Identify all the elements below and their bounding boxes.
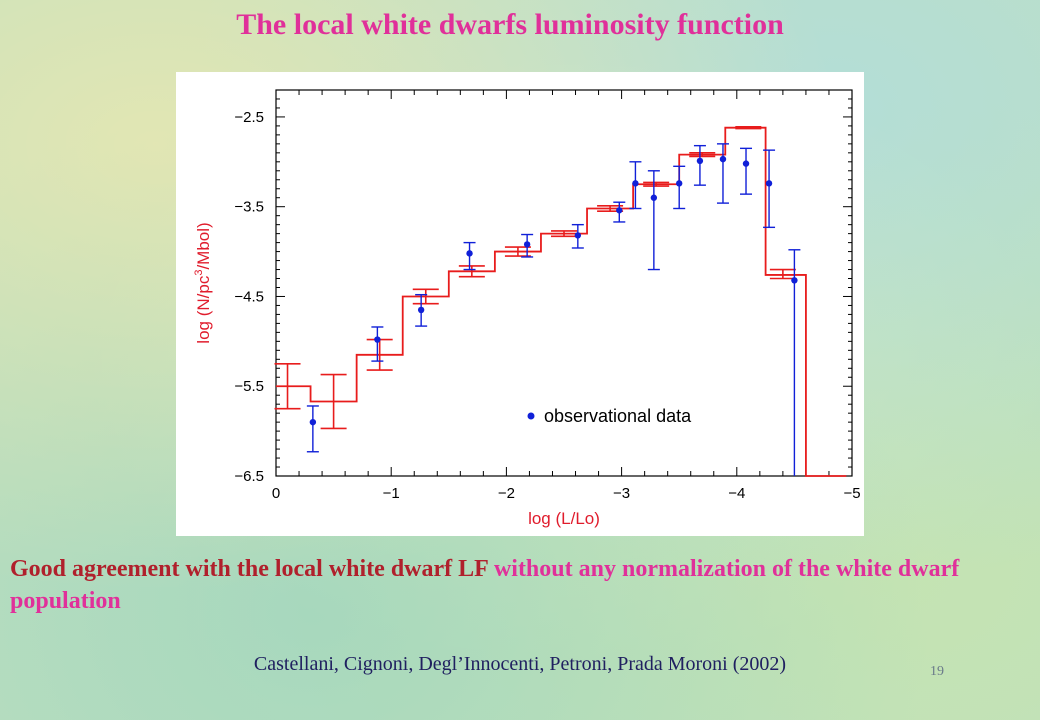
- y-tick-label: −2.5: [234, 109, 264, 126]
- observed-point: [676, 180, 683, 187]
- observed-point: [616, 207, 623, 214]
- x-tick-label: −3: [613, 485, 630, 502]
- caption: Good agreement with the local white dwar…: [10, 553, 1035, 617]
- x-axis-label: log (L/Lo): [528, 509, 600, 528]
- observed-point: [632, 180, 639, 187]
- y-tick-label: −6.5: [234, 468, 264, 485]
- luminosity-function-chart: 0 −1 −2 −3 −4 −5 −2.5 −3.5 −4.5 −5.5 −6.5 log (L/Lo…: [193, 89, 861, 528]
- observed-point: [742, 160, 750, 167]
- y-tick-label: −5.5: [234, 378, 264, 395]
- plot-frame: [275, 89, 853, 477]
- citation: Castellani, Cignoni, Degl’Innocenti, Pet…: [253, 653, 787, 675]
- x-tick-label: −2: [498, 485, 515, 502]
- observed-point: [574, 232, 582, 239]
- observed-point: [374, 336, 381, 343]
- observed-point: [765, 180, 773, 187]
- observed-point: [791, 277, 798, 284]
- y-axis-label: log (N/pc3/Mbol): [193, 222, 213, 343]
- chart-panel: 0 −1 −2 −3 −4 −5 −2.5 −3.5 −4.5 −5.5 −6.5 log (L/Lo…: [176, 72, 864, 536]
- y-tick-label: −3.5: [234, 199, 264, 216]
- x-tick-label: −1: [383, 485, 400, 502]
- observed-point: [309, 418, 317, 426]
- observed-point: [696, 157, 704, 165]
- observed-point: [417, 306, 425, 314]
- page-number: 19: [930, 664, 944, 679]
- y-tick-label: −4.5: [234, 288, 264, 305]
- legend-label: observational data: [544, 406, 692, 426]
- x-tick-label: −5: [843, 485, 860, 502]
- caption-no-normalization: without any normalization of the white d…: [10, 556, 960, 614]
- observed-point: [650, 194, 658, 201]
- x-tick-label: 0: [272, 485, 280, 502]
- observed-point: [466, 250, 473, 257]
- observed-point: [523, 241, 531, 248]
- slide-title: The local white dwarfs luminosity functi…: [236, 8, 784, 41]
- observed-point: [719, 155, 727, 163]
- x-tick-label: −4: [728, 485, 745, 502]
- legend-marker: [527, 412, 535, 420]
- caption-agreement: Good agreement with the local white dwar…: [10, 556, 494, 582]
